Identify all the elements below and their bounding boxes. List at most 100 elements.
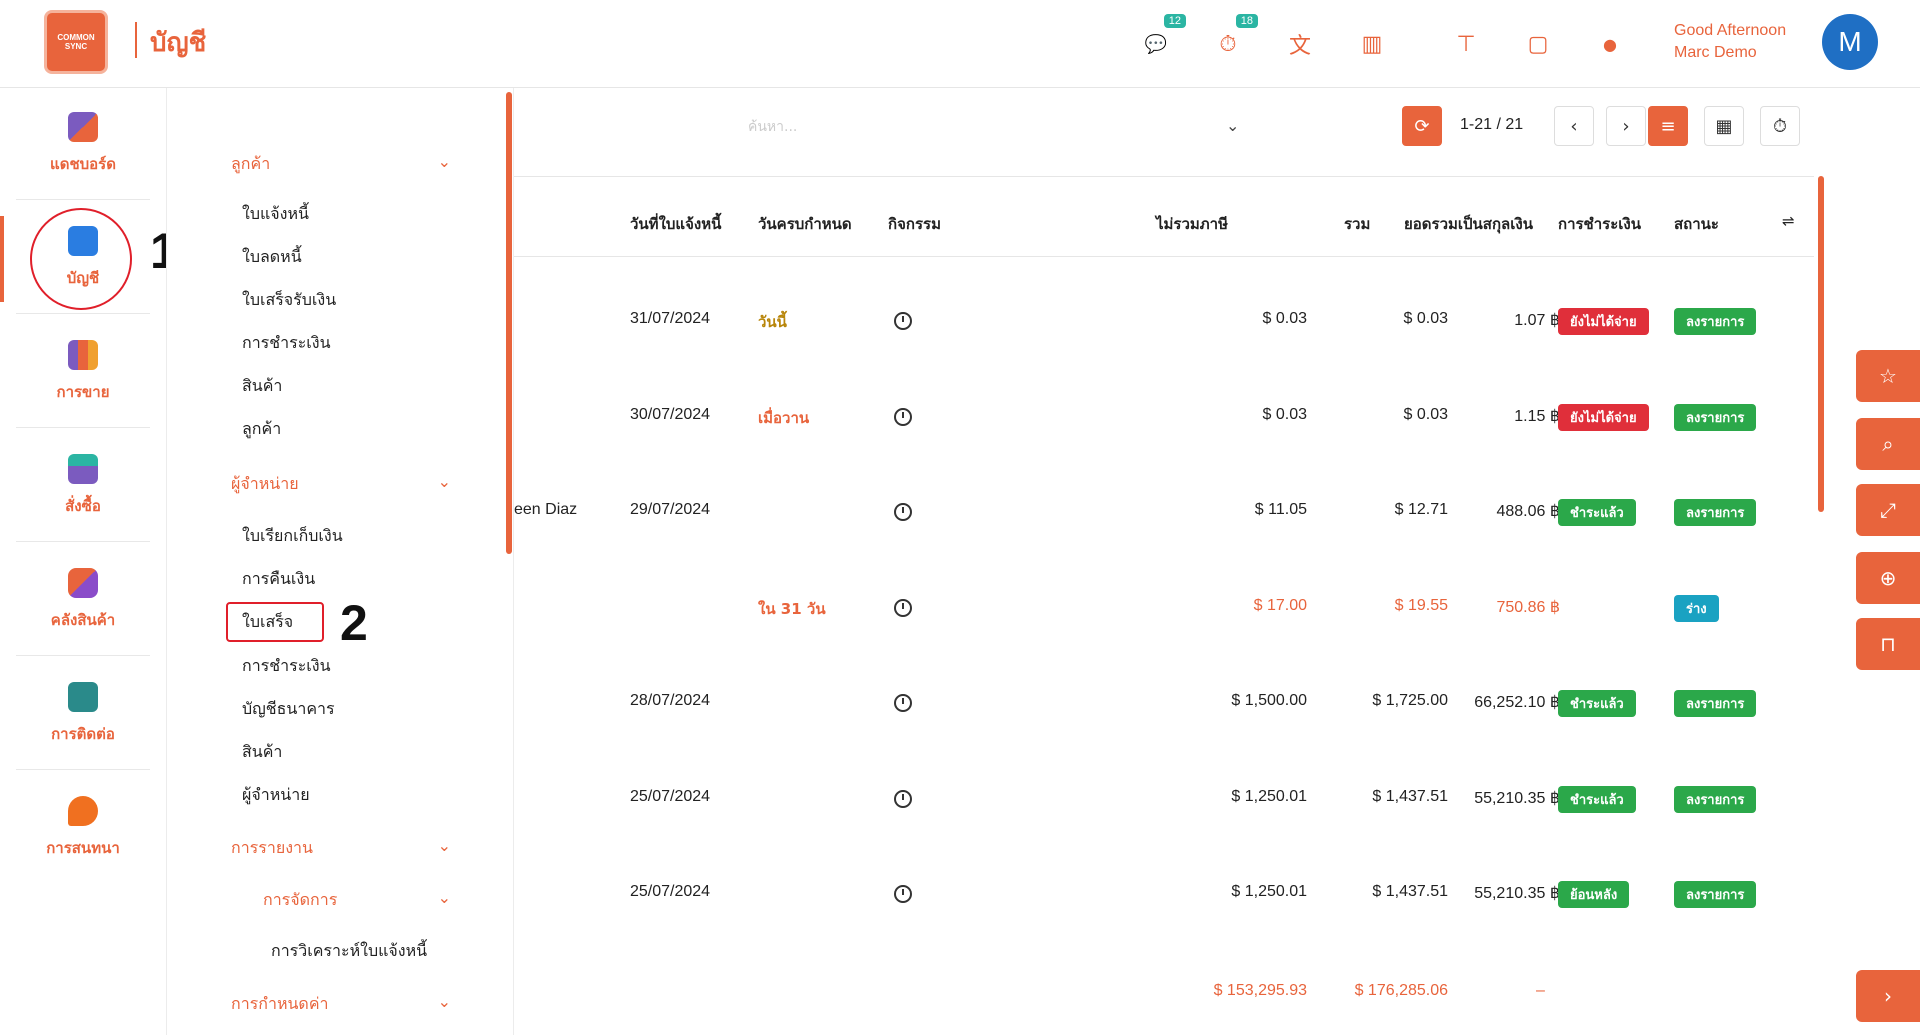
cell-total[interactable]: $ 0.03 bbox=[1403, 406, 1448, 423]
column-settings-icon[interactable]: ⇌ bbox=[1782, 212, 1795, 230]
section-customers[interactable]: ลูกค้า ⌄ bbox=[231, 152, 451, 177]
cell-currency-total[interactable]: 55,210.35 ฿ bbox=[1474, 790, 1560, 807]
menu-item-vendor-products[interactable]: สินค้า bbox=[242, 742, 283, 761]
column-header-invoice-date[interactable]: วันที่ใบแจ้งหนี้ bbox=[630, 215, 722, 233]
cell-currency-total[interactable]: 66,252.10 ฿ bbox=[1474, 694, 1560, 711]
cell-untaxed[interactable]: $ 1,500.00 bbox=[1231, 692, 1307, 709]
nav-item-sales[interactable]: การขาย bbox=[16, 316, 150, 428]
menu-item-credit-notes[interactable]: ใบลดหนี้ bbox=[242, 247, 302, 266]
cell-untaxed[interactable]: $ 0.03 bbox=[1262, 310, 1307, 327]
stopwatch-icon[interactable] bbox=[894, 790, 912, 808]
menu-item-vendor-receipts[interactable]: ใบเสร็จ bbox=[242, 612, 294, 631]
column-header-activity[interactable]: กิจกรรม bbox=[888, 215, 941, 233]
cell-total[interactable]: $ 12.71 bbox=[1394, 501, 1448, 518]
section-configuration[interactable]: การกำหนดค่า ⌄ bbox=[231, 992, 451, 1017]
pager-next-button[interactable]: › bbox=[1606, 106, 1646, 146]
cell-total[interactable]: $ 1,725.00 bbox=[1372, 692, 1448, 709]
translate-icon[interactable]: 文 bbox=[1284, 28, 1316, 60]
cell-invoice-date[interactable]: 25/07/2024 bbox=[630, 788, 711, 805]
chevron-down-icon[interactable]: ⌄ bbox=[1226, 116, 1240, 135]
menu-item-products[interactable]: สินค้า bbox=[242, 376, 283, 395]
nav-item-inventory[interactable]: คลังสินค้า bbox=[16, 544, 150, 656]
pager-previous-button[interactable]: ‹ bbox=[1554, 106, 1594, 146]
stopwatch-icon[interactable] bbox=[894, 885, 912, 903]
chat-icon[interactable]: 💬 12 bbox=[1140, 14, 1186, 60]
cell-currency-total[interactable]: 750.86 ฿ bbox=[1496, 599, 1560, 616]
building-icon[interactable]: ▥ bbox=[1356, 28, 1388, 60]
avatar[interactable]: M bbox=[1822, 14, 1878, 70]
menu-item-receipts[interactable]: ใบเสร็จรับเงิน bbox=[242, 290, 337, 309]
menu-item-customers[interactable]: ลูกค้า bbox=[242, 419, 282, 438]
footer-currency-sum: – bbox=[1536, 982, 1545, 999]
nav-item-dashboard[interactable]: แดชบอร์ด bbox=[16, 88, 150, 200]
column-header-due-date[interactable]: วันครบกำหนด bbox=[758, 215, 852, 233]
list-view-button[interactable]: ≡ bbox=[1648, 106, 1688, 146]
timer-icon[interactable]: ⏱ 18 bbox=[1212, 14, 1258, 60]
signpost-icon[interactable]: ⊤ bbox=[1450, 28, 1482, 60]
avatar-letter: M bbox=[1838, 26, 1862, 57]
cell-currency-total[interactable]: 1.07 ฿ bbox=[1514, 312, 1560, 329]
left-nav: แดชบอร์ด บัญชี การขาย สั่งซื้อ คลังสินค้… bbox=[0, 88, 178, 1035]
cell-total[interactable]: $ 1,437.51 bbox=[1372, 788, 1448, 805]
cell-untaxed[interactable]: $ 11.05 bbox=[1254, 501, 1307, 518]
zoom-button[interactable]: ⊕ bbox=[1856, 552, 1920, 604]
nav-item-contacts[interactable]: การติดต่อ bbox=[16, 658, 150, 770]
stopwatch-icon[interactable] bbox=[894, 312, 912, 330]
cell-partner[interactable]: een Diaz bbox=[514, 501, 578, 518]
search-input[interactable]: ค้นหา... bbox=[748, 119, 798, 135]
cell-due-date[interactable]: เมื่อวาน bbox=[758, 409, 810, 427]
cell-currency-total[interactable]: 1.15 ฿ bbox=[1514, 408, 1560, 425]
cell-untaxed[interactable]: $ 1,250.01 bbox=[1231, 788, 1307, 805]
column-header-total[interactable]: รวม bbox=[1344, 215, 1371, 233]
kanban-view-button[interactable]: ▦ bbox=[1704, 106, 1744, 146]
stopwatch-icon[interactable] bbox=[894, 694, 912, 712]
menu-item-invoices[interactable]: ใบแจ้งหนี้ bbox=[242, 204, 309, 223]
cell-currency-total[interactable]: 488.06 ฿ bbox=[1496, 503, 1560, 520]
lightbulb-icon[interactable]: ● bbox=[1594, 28, 1626, 60]
bookmark-button[interactable]: ⊓ bbox=[1856, 618, 1920, 670]
activity-view-button[interactable]: ⏱ bbox=[1760, 106, 1800, 146]
app-logo[interactable]: COMMON SYNC bbox=[44, 10, 108, 74]
cell-total[interactable]: $ 19.55 bbox=[1394, 597, 1448, 614]
note-icon[interactable]: ▢ bbox=[1522, 28, 1554, 60]
collapse-panel-button[interactable]: › bbox=[1856, 970, 1920, 1022]
column-header-currency-total[interactable]: ยอดรวมเป็นสกุลเงิน bbox=[1404, 215, 1533, 233]
stopwatch-icon[interactable] bbox=[894, 503, 912, 521]
column-header-payment[interactable]: การชำระเงิน bbox=[1558, 215, 1641, 233]
column-header-status[interactable]: สถานะ bbox=[1674, 215, 1719, 233]
table-scrollbar[interactable] bbox=[1818, 176, 1824, 512]
section-reporting[interactable]: การรายงาน ⌄ bbox=[231, 836, 451, 861]
nav-item-purchase[interactable]: สั่งซื้อ bbox=[16, 430, 150, 542]
stopwatch-icon[interactable] bbox=[894, 599, 912, 617]
section-vendors[interactable]: ผู้จำหน่าย ⌄ bbox=[231, 472, 451, 497]
cell-untaxed[interactable]: $ 17.00 bbox=[1253, 597, 1307, 614]
cell-total[interactable]: $ 0.03 bbox=[1403, 310, 1448, 327]
cell-invoice-date[interactable]: 31/07/2024 bbox=[630, 310, 711, 327]
menu-item-invoice-analysis[interactable]: การวิเคราะห์ใบแจ้งหนี้ bbox=[271, 941, 428, 960]
nav-item-discuss[interactable]: การสนทนา bbox=[16, 772, 150, 884]
column-header-untaxed[interactable]: ไม่รวมภาษี bbox=[1156, 215, 1228, 233]
cell-invoice-date[interactable]: 30/07/2024 bbox=[630, 406, 711, 423]
menu-item-vendors[interactable]: ผู้จำหน่าย bbox=[242, 785, 310, 804]
cell-invoice-date[interactable]: 25/07/2024 bbox=[630, 883, 711, 900]
submenu-scrollbar[interactable] bbox=[506, 92, 512, 554]
cell-due-date[interactable]: วันนี้ bbox=[758, 313, 787, 331]
favorite-button[interactable]: ☆ bbox=[1856, 350, 1920, 402]
cell-total[interactable]: $ 1,437.51 bbox=[1372, 883, 1448, 900]
section-management[interactable]: การจัดการ ⌄ bbox=[263, 888, 451, 913]
menu-item-payments[interactable]: การชำระเงิน bbox=[242, 333, 331, 352]
cell-due-date[interactable]: ใน 31 วัน bbox=[758, 600, 826, 618]
cell-currency-total[interactable]: 55,210.35 ฿ bbox=[1474, 885, 1560, 902]
cell-invoice-date[interactable]: 29/07/2024 bbox=[630, 501, 711, 518]
cell-untaxed[interactable]: $ 1,250.01 bbox=[1231, 883, 1307, 900]
cell-invoice-date[interactable]: 28/07/2024 bbox=[630, 692, 711, 709]
expand-button[interactable]: ⤢ bbox=[1856, 484, 1920, 536]
refresh-button[interactable]: ⟳ bbox=[1402, 106, 1442, 146]
stopwatch-icon[interactable] bbox=[894, 408, 912, 426]
menu-item-bills[interactable]: ใบเรียกเก็บเงิน bbox=[242, 526, 343, 545]
menu-item-bank-accounts[interactable]: บัญชีธนาคาร bbox=[242, 699, 335, 718]
search-button[interactable]: ⌕ bbox=[1856, 418, 1920, 470]
menu-item-vendor-payments[interactable]: การชำระเงิน bbox=[242, 656, 331, 675]
menu-item-refunds[interactable]: การคืนเงิน bbox=[242, 569, 316, 588]
cell-untaxed[interactable]: $ 0.03 bbox=[1262, 406, 1307, 423]
